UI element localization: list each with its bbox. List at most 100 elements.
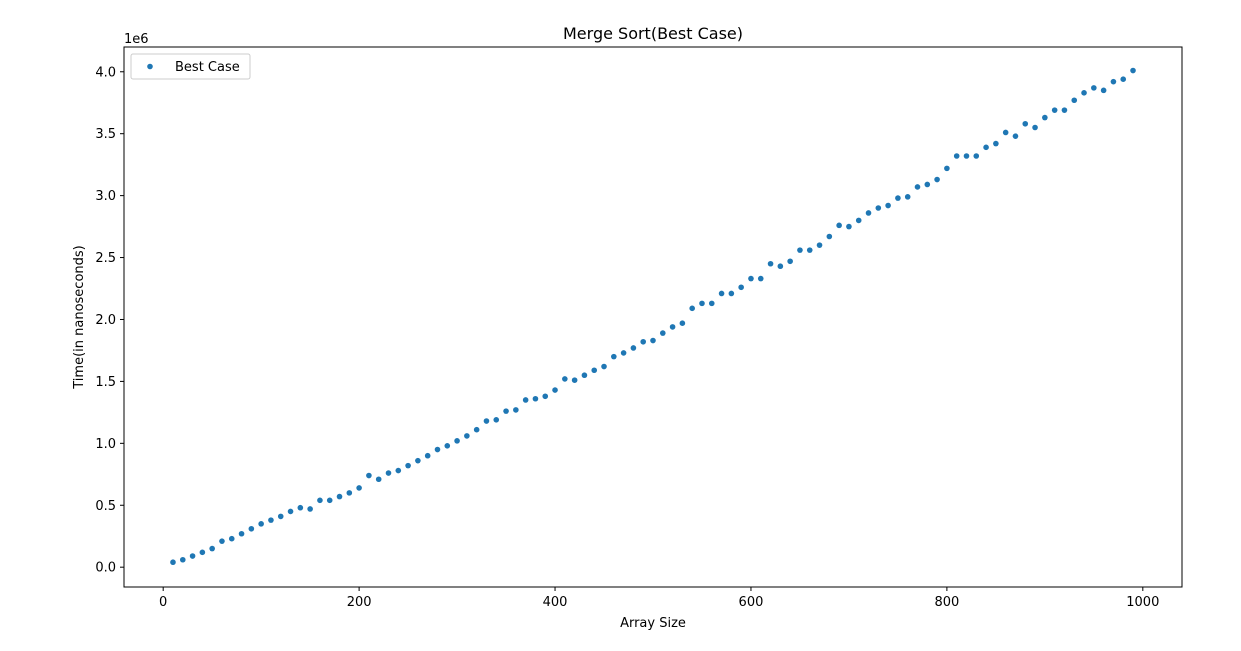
data-point: [797, 247, 803, 253]
data-point: [179, 556, 186, 563]
legend-marker: [147, 63, 153, 70]
data-point: [542, 393, 549, 400]
data-point: [228, 535, 235, 542]
y-tick-label: 1.5: [95, 375, 116, 390]
data-point: [277, 513, 284, 520]
data-point: [669, 324, 676, 330]
data-point: [944, 165, 950, 172]
data-point: [1051, 107, 1058, 113]
data-point: [826, 233, 833, 240]
x-tick-label: 600: [739, 595, 764, 610]
data-point: [1110, 78, 1117, 85]
data-point: [1100, 87, 1107, 94]
data-point: [767, 260, 774, 267]
data-point: [630, 345, 637, 351]
data-point: [836, 222, 842, 229]
data-point: [953, 153, 960, 159]
data-point: [885, 202, 891, 209]
data-points: [170, 67, 1136, 566]
x-tick-label: 200: [347, 595, 372, 610]
y-axis-offset-label: 1e6: [124, 32, 149, 47]
data-point: [464, 433, 470, 439]
y-tick-label: 4.0: [95, 65, 116, 80]
data-point: [522, 397, 529, 403]
data-point: [973, 153, 980, 159]
data-point: [659, 330, 666, 336]
data-point: [1061, 107, 1068, 113]
data-point: [708, 300, 715, 307]
data-point: [209, 545, 215, 552]
data-point: [748, 275, 754, 282]
data-point: [562, 376, 568, 382]
data-point: [238, 530, 245, 537]
data-point: [189, 553, 196, 559]
data-point: [581, 372, 588, 379]
data-point: [679, 320, 686, 326]
data-point: [865, 210, 872, 216]
data-point: [1120, 76, 1127, 83]
data-point: [287, 508, 294, 515]
data-point: [1081, 90, 1087, 96]
data-point: [591, 367, 598, 374]
legend: Best Case: [130, 53, 251, 80]
data-point: [1022, 120, 1029, 127]
data-point: [297, 504, 304, 511]
chart-title: Merge Sort(Best Case): [563, 24, 743, 43]
y-tick-label: 3.0: [95, 189, 116, 204]
y-tick-label: 3.5: [95, 127, 116, 142]
data-point: [993, 140, 999, 147]
data-point: [738, 284, 744, 291]
data-point: [983, 144, 989, 151]
data-point: [307, 506, 313, 512]
data-point: [503, 408, 509, 414]
data-point: [532, 395, 539, 402]
data-point: [924, 181, 931, 188]
data-point: [611, 353, 617, 360]
data-point: [424, 452, 431, 459]
data-point: [728, 290, 735, 297]
data-point: [689, 305, 695, 312]
data-point: [258, 521, 264, 527]
data-point: [385, 470, 392, 476]
data-point: [513, 407, 519, 413]
data-point: [875, 205, 882, 211]
data-point: [1012, 133, 1019, 139]
data-point: [199, 549, 206, 556]
legend-entry-best-case: Best Case: [175, 60, 240, 75]
y-tick-label: 0.5: [95, 499, 116, 514]
x-tick-label: 800: [934, 595, 959, 610]
data-point: [816, 242, 823, 248]
data-point: [855, 217, 862, 224]
data-point: [415, 457, 421, 464]
data-point: [268, 517, 274, 523]
data-point: [317, 497, 323, 504]
y-tick-label: 0.0: [95, 561, 116, 576]
data-point: [395, 467, 402, 474]
data-point: [375, 476, 382, 483]
data-point: [718, 290, 725, 297]
y-tick-label: 1.0: [95, 437, 116, 452]
data-point: [1130, 67, 1136, 74]
data-point: [434, 446, 441, 453]
data-point: [571, 377, 578, 383]
legend-box: [130, 53, 251, 80]
y-tick-label: 2.0: [95, 313, 116, 328]
data-point: [336, 493, 343, 500]
data-point: [601, 363, 607, 370]
x-tick-label: 1000: [1126, 595, 1159, 610]
data-point: [1042, 114, 1048, 121]
data-point: [895, 195, 901, 201]
data-point: [552, 387, 558, 393]
data-point: [405, 462, 411, 469]
data-point: [787, 258, 793, 265]
data-point: [640, 338, 647, 345]
data-point: [483, 418, 490, 424]
data-point: [620, 350, 627, 356]
data-point: [1032, 124, 1038, 131]
data-point: [934, 176, 940, 183]
y-axis-ticks: 0.0 0.5 1.0 1.5 2.0 2.5 3.0 3.5 4.0: [95, 65, 124, 576]
data-point: [454, 438, 460, 444]
x-tick-label: 400: [543, 595, 568, 610]
